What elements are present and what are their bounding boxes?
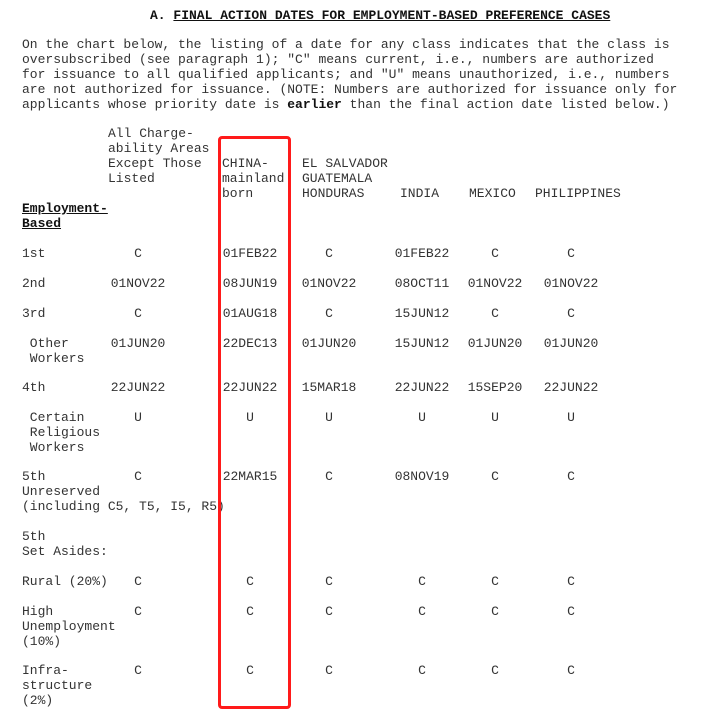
table-cell-philippines: C	[567, 246, 575, 261]
table-cell-india: 01FEB22	[394, 246, 450, 261]
row-label: 2nd	[22, 276, 46, 291]
table-cell-el-salvador-guatemala-honduras: C	[325, 574, 333, 589]
row-label: 1st	[22, 246, 46, 261]
column-header-el-salvador-guatemala-honduras: EL SALVADOR GUATEMALA HONDURAS	[302, 156, 388, 201]
table-cell-philippines: C	[567, 306, 575, 321]
table-cell-el-salvador-guatemala-honduras: C	[325, 663, 333, 678]
table-cell-all-chargeability: C	[134, 663, 142, 678]
table-cell-el-salvador-guatemala-honduras: 15MAR18	[301, 380, 357, 395]
table-cell-all-chargeability: C	[134, 469, 142, 484]
table-cell-india: 08NOV19	[394, 469, 450, 484]
row-label: High Unemployment (10%)	[22, 604, 116, 649]
column-header-india: INDIA	[400, 186, 440, 201]
table-cell-china-mainland: U	[246, 410, 254, 425]
table-cell-china-mainland: 08JUN19	[222, 276, 278, 291]
table-cell-china-mainland: 22JUN22	[222, 380, 278, 395]
table-cell-india: 08OCT11	[394, 276, 450, 291]
column-header-all-chargeability: All Charge- ability Areas Except Those L…	[108, 126, 210, 186]
table-cell-all-chargeability: U	[134, 410, 142, 425]
row-label: 5th Set Asides:	[22, 529, 108, 559]
table-cell-india: C	[418, 574, 426, 589]
table-cell-china-mainland: 01FEB22	[222, 246, 278, 261]
table-cell-philippines: 01NOV22	[543, 276, 599, 291]
intro-paragraph: On the chart below, the listing of a dat…	[22, 37, 677, 112]
table-cell-el-salvador-guatemala-honduras: 01NOV22	[301, 276, 357, 291]
section-letter: A.	[150, 8, 174, 23]
table-cell-all-chargeability: 01NOV22	[110, 276, 166, 291]
table-cell-el-salvador-guatemala-honduras: C	[325, 306, 333, 321]
row-label: Infra- structure (2%)	[22, 663, 93, 708]
table-cell-mexico: 01NOV22	[467, 276, 523, 291]
column-header-china-mainland: CHINA- mainland born	[222, 156, 285, 201]
table-cell-india: U	[418, 410, 426, 425]
intro-text-end: than the final action date listed below.…	[341, 97, 670, 112]
table-cell-india: C	[418, 663, 426, 678]
table-cell-el-salvador-guatemala-honduras: U	[325, 410, 333, 425]
intro-bold-word: earlier	[287, 97, 342, 112]
china-column-highlight	[218, 136, 291, 709]
table-cell-mexico: C	[491, 663, 499, 678]
table-cell-philippines: U	[567, 410, 575, 425]
table-cell-china-mainland: 01AUG18	[222, 306, 278, 321]
table-cell-el-salvador-guatemala-honduras: C	[325, 604, 333, 619]
table-cell-india: 15JUN12	[394, 306, 450, 321]
table-cell-mexico: C	[491, 574, 499, 589]
row-label: 3rd	[22, 306, 46, 321]
table-cell-china-mainland: C	[246, 574, 254, 589]
row-label: Certain Religious Workers	[29, 410, 101, 455]
table-cell-india: 15JUN12	[394, 336, 450, 351]
table-cell-china-mainland: 22MAR15	[222, 469, 278, 484]
row-label: 4th	[22, 380, 46, 395]
table-cell-philippines: C	[567, 604, 575, 619]
table-cell-india: C	[418, 604, 426, 619]
section-title-text: FINAL ACTION DATES FOR EMPLOYMENT-BASED …	[173, 8, 611, 23]
table-cell-el-salvador-guatemala-honduras: C	[325, 469, 333, 484]
table-cell-el-salvador-guatemala-honduras: C	[325, 246, 333, 261]
table-cell-mexico: U	[491, 410, 499, 425]
table-cell-philippines: 22JUN22	[543, 380, 599, 395]
column-header-philippines: PHILIPPINES	[535, 186, 621, 201]
table-cell-china-mainland: C	[246, 604, 254, 619]
row-header-employment-based: Employment- Based	[22, 201, 108, 231]
section-title: A. FINAL ACTION DATES FOR EMPLOYMENT-BAS…	[150, 8, 610, 23]
table-cell-mexico: 01JUN20	[467, 336, 523, 351]
table-cell-mexico: 15SEP20	[467, 380, 523, 395]
table-cell-philippines: C	[567, 574, 575, 589]
table-cell-philippines: C	[567, 663, 575, 678]
table-cell-all-chargeability: 22JUN22	[110, 380, 166, 395]
table-cell-all-chargeability: 01JUN20	[110, 336, 166, 351]
table-cell-mexico: C	[491, 604, 499, 619]
table-cell-all-chargeability: C	[134, 306, 142, 321]
column-header-mexico: MEXICO	[469, 186, 516, 201]
table-cell-china-mainland: C	[246, 663, 254, 678]
table-cell-el-salvador-guatemala-honduras: 01JUN20	[301, 336, 357, 351]
table-cell-all-chargeability: C	[134, 574, 142, 589]
table-cell-china-mainland: 22DEC13	[222, 336, 278, 351]
row-label: 5th Unreserved (including C5, T5, I5, R5…	[22, 469, 225, 514]
table-cell-all-chargeability: C	[134, 604, 142, 619]
row-label: Other Workers	[29, 336, 85, 366]
table-cell-mexico: C	[491, 469, 499, 484]
table-cell-mexico: C	[491, 246, 499, 261]
row-label: Rural (20%)	[22, 574, 108, 589]
table-cell-all-chargeability: C	[134, 246, 142, 261]
table-cell-philippines: C	[567, 469, 575, 484]
table-cell-philippines: 01JUN20	[543, 336, 599, 351]
table-cell-mexico: C	[491, 306, 499, 321]
intro-text: On the chart below, the listing of a dat…	[22, 37, 678, 112]
table-cell-india: 22JUN22	[394, 380, 450, 395]
